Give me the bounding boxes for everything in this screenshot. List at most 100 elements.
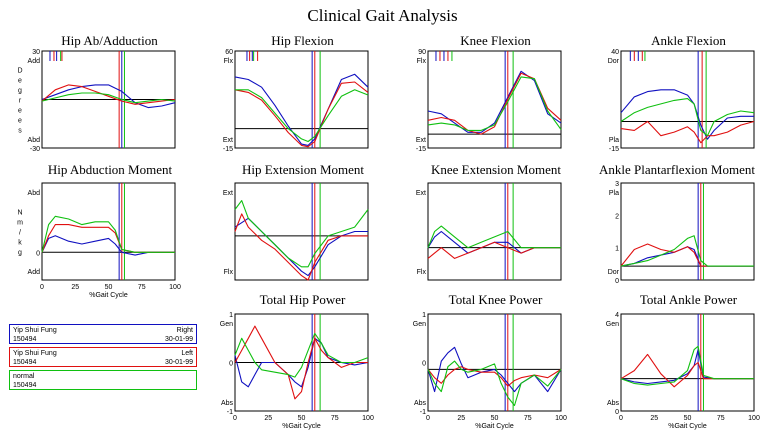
x-tick-label: 0 xyxy=(233,415,237,422)
x-axis-label: %Gait Cycle xyxy=(282,423,321,430)
y-axis-label-letter: / xyxy=(19,230,21,237)
series-line-normal xyxy=(427,225,561,249)
legend-entry-normal: normal 150494 xyxy=(9,370,197,390)
y-tick-label: 0 xyxy=(615,409,619,416)
y-tick-label: -1 xyxy=(420,409,426,416)
x-axis-label: %Gait Cycle xyxy=(89,292,128,299)
y-tick-label: 90 xyxy=(418,49,426,56)
series-line-right xyxy=(427,70,562,133)
y-axis-label-letter: g xyxy=(18,88,22,95)
y-bottom-label: Flx xyxy=(417,269,427,276)
plot-frame xyxy=(234,50,369,149)
y-axis-label-letter: r xyxy=(19,98,22,105)
chart-panel-6: Ext Flx xyxy=(416,182,562,281)
y-top-label: Gen xyxy=(606,321,619,328)
panel-title-ankle-plantarflexion-moment: Ankle Plantarflexion Moment xyxy=(599,162,755,177)
x-tick-label: 100 xyxy=(555,415,567,422)
x-tick-label: 25 xyxy=(264,415,272,422)
y-axis-label-letter: D xyxy=(17,68,22,75)
y-tick-label: 60 xyxy=(225,49,233,56)
y-top-label: Ext xyxy=(223,190,233,197)
y-bottom-label: Abs xyxy=(414,400,427,407)
series-line-normal xyxy=(427,76,562,131)
y-bottom-label: Abs xyxy=(221,400,234,407)
y-axis-label-letter: e xyxy=(18,118,22,125)
y-bottom-label: Abd xyxy=(28,137,41,144)
panel-title-hip-extension-moment: Hip Extension Moment xyxy=(241,162,365,177)
series-line-left xyxy=(234,325,368,400)
legend-id: 150494 xyxy=(13,359,37,366)
series-line-normal xyxy=(620,98,755,137)
y-top-label: Flx xyxy=(417,58,427,65)
y-axis-label-letter: g xyxy=(18,250,22,257)
series-line-left xyxy=(620,243,754,267)
plot-frame xyxy=(620,182,755,281)
y-tick-label: 1 xyxy=(615,246,619,253)
x-tick-label: 50 xyxy=(298,415,306,422)
x-tick-label: 0 xyxy=(619,415,623,422)
series-line-left xyxy=(234,213,368,281)
chart-panel-10: 4 0 Gen Abs 0 25 50 75 100 %Gait Cycle xyxy=(606,312,760,430)
series-line-normal xyxy=(620,235,754,267)
x-tick-label: 0 xyxy=(40,284,44,291)
y-bottom-label: Flx xyxy=(224,269,234,276)
x-tick-label: 75 xyxy=(717,415,725,422)
legend-entry-left: Yip Shui Fung 150494 Left 30-01-99 xyxy=(9,347,197,367)
y-axis-label: Nm / kg xyxy=(17,210,23,257)
series-line-normal xyxy=(235,89,369,143)
plot-frame xyxy=(427,50,562,149)
panel-title-hip-abduction-moment: Hip Abduction Moment xyxy=(47,162,173,177)
chart-panel-4: 0 Abd Add Nm / kg 0 25 50 75 100 %Gait Cycle xyxy=(17,182,181,299)
x-tick-label: 75 xyxy=(331,415,339,422)
y-bottom-label: Add xyxy=(28,269,41,276)
legend-date: 30-01-99 xyxy=(164,359,193,366)
y-top-label: Pla xyxy=(609,190,619,197)
y-axis-label-letter: m xyxy=(17,220,23,227)
legend-entry-right: Yip Shui Fung 150494 Right 30-01-99 xyxy=(9,324,197,344)
panel-title-knee-extension-moment: Knee Extension Moment xyxy=(431,162,561,177)
y-tick-label: -1 xyxy=(227,409,233,416)
y-axis-label-letter: s xyxy=(18,128,22,135)
chart-panel-3: 40 -15 Dor Pla xyxy=(608,49,755,153)
legend-side: Left xyxy=(181,350,193,357)
legend-name: Yip Shui Fung xyxy=(13,327,57,334)
y-tick-label: 0 xyxy=(229,361,233,368)
series-line-left xyxy=(427,241,561,259)
plot-frame xyxy=(41,182,176,281)
y-axis-label-letter: k xyxy=(18,240,22,247)
chart-panel-2: 90 -15 Flx Ext xyxy=(416,49,562,153)
y-tick-label: 1 xyxy=(422,312,426,319)
series-line-normal xyxy=(620,345,754,386)
plot-frame xyxy=(620,50,755,149)
plot-frame xyxy=(620,313,755,412)
y-top-label: Add xyxy=(28,58,41,65)
y-axis-label-letter: e xyxy=(18,108,22,115)
x-tick-label: 50 xyxy=(684,415,692,422)
plot-frame xyxy=(427,182,562,281)
y-tick-label: -30 xyxy=(30,146,40,153)
x-tick-label: 100 xyxy=(169,284,181,291)
legend-side: Right xyxy=(176,327,193,334)
y-tick-label: 1 xyxy=(229,312,233,319)
y-tick-label: 0 xyxy=(422,361,426,368)
x-tick-label: 25 xyxy=(650,415,658,422)
chart-panel-5: Ext Flx xyxy=(223,182,369,281)
y-axis-label-letter: e xyxy=(18,78,22,85)
y-top-label: Dor xyxy=(608,58,620,65)
panel-title-total-ankle-power: Total Ankle Power xyxy=(639,292,738,307)
series-line-normal xyxy=(234,200,369,268)
plot-frame xyxy=(427,313,562,412)
y-bottom-label: Abs xyxy=(607,400,620,407)
y-top-label: Gen xyxy=(413,321,426,328)
page-title: Clinical Gait Analysis xyxy=(307,6,458,25)
legend-date: 30-01-99 xyxy=(164,336,193,343)
x-tick-label: 25 xyxy=(71,284,79,291)
series-line-right xyxy=(620,89,754,140)
legend-name: Yip Shui Fung xyxy=(13,350,57,357)
panel-title-hip-flexion: Hip Flexion xyxy=(271,33,334,48)
